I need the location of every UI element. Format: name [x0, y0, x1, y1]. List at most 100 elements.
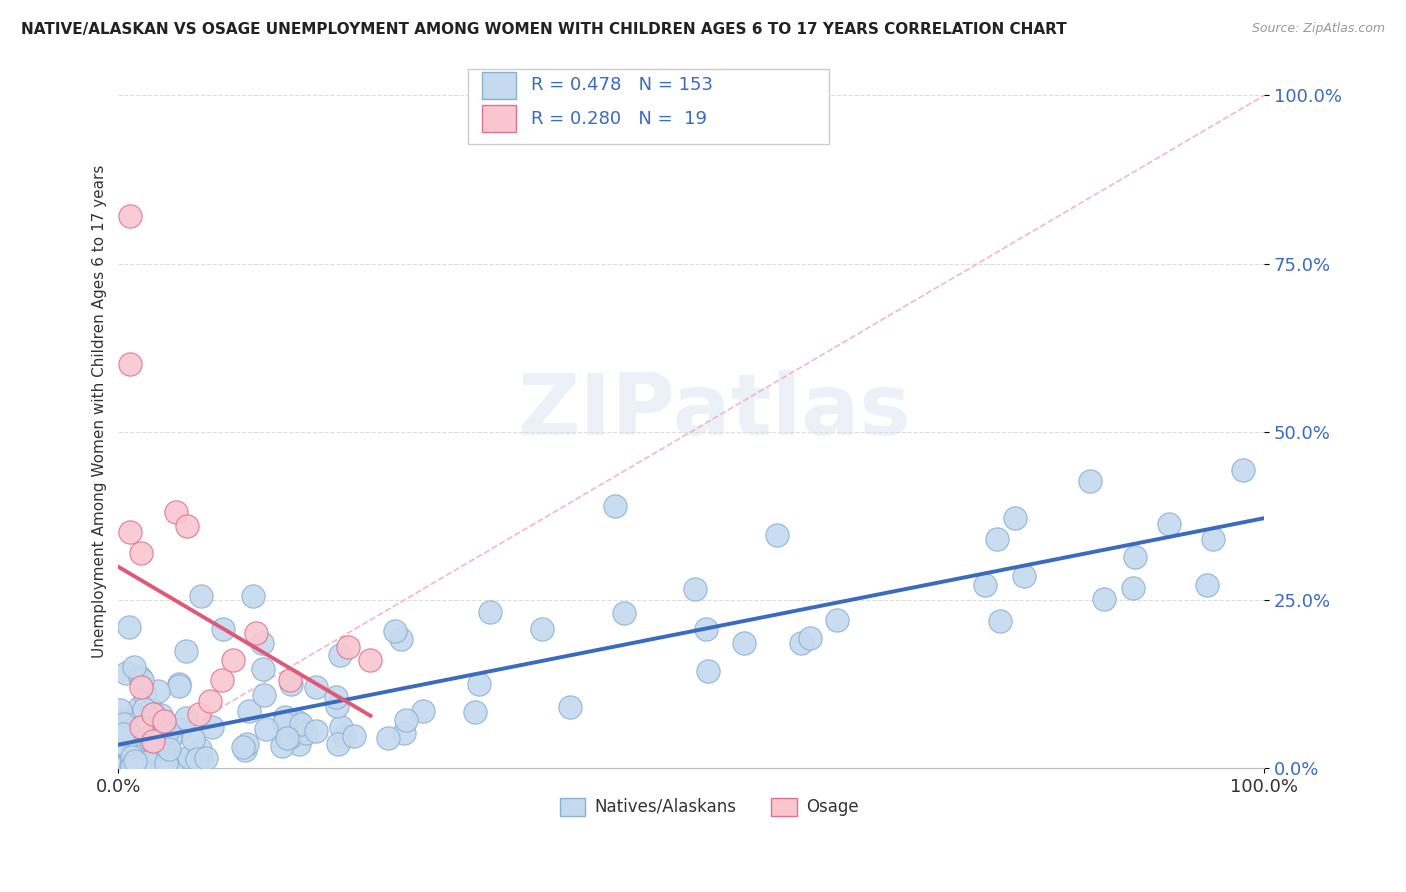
- Point: [1157, 516, 1180, 531]
- Point: [131, 680, 153, 694]
- Point: [128, 756, 150, 770]
- Point: [1201, 533, 1223, 547]
- Point: [181, 732, 204, 747]
- Point: [159, 731, 181, 745]
- Point: [111, 760, 134, 774]
- Point: [1004, 510, 1026, 524]
- Point: [107, 736, 129, 750]
- Point: [117, 757, 139, 772]
- Point: [232, 739, 254, 754]
- Point: [165, 505, 187, 519]
- Point: [129, 749, 152, 764]
- Point: [108, 737, 131, 751]
- Point: [464, 705, 486, 719]
- Point: [1232, 463, 1254, 477]
- Point: [377, 731, 399, 745]
- Point: [128, 701, 150, 715]
- Point: [174, 643, 197, 657]
- Point: [613, 607, 636, 621]
- Point: [127, 756, 149, 771]
- Point: [107, 731, 129, 745]
- Point: [121, 759, 143, 773]
- Point: [118, 358, 141, 372]
- Point: [250, 636, 273, 650]
- Point: [186, 752, 208, 766]
- Point: [329, 648, 352, 663]
- Point: [273, 710, 295, 724]
- Point: [159, 749, 181, 764]
- Point: [136, 751, 159, 765]
- Point: [697, 664, 720, 678]
- Point: [389, 632, 412, 646]
- Point: [150, 707, 173, 722]
- Point: [122, 660, 145, 674]
- Point: [558, 700, 581, 714]
- Point: [118, 620, 141, 634]
- Text: Osage: Osage: [806, 798, 859, 816]
- Point: [141, 702, 163, 716]
- Point: [142, 756, 165, 770]
- Point: [304, 724, 326, 739]
- Point: [278, 731, 301, 745]
- Bar: [560, 798, 585, 816]
- Point: [155, 756, 177, 770]
- Point: [177, 753, 200, 767]
- Point: [1123, 549, 1146, 564]
- Point: [110, 754, 132, 768]
- Point: [121, 749, 143, 764]
- Point: [1195, 578, 1218, 592]
- Text: Source: ZipAtlas.com: Source: ZipAtlas.com: [1251, 22, 1385, 36]
- Point: [145, 742, 167, 756]
- Point: [132, 702, 155, 716]
- Point: [211, 622, 233, 636]
- Point: [242, 589, 264, 603]
- Point: [142, 734, 165, 748]
- Point: [190, 751, 212, 765]
- Point: [111, 738, 134, 752]
- Point: [530, 623, 553, 637]
- Point: [156, 723, 179, 737]
- Point: [395, 713, 418, 727]
- Point: [112, 738, 135, 752]
- Point: [157, 742, 180, 756]
- Point: [108, 738, 131, 752]
- Text: Natives/Alaskans: Natives/Alaskans: [593, 798, 735, 816]
- Point: [683, 582, 706, 596]
- Point: [195, 751, 218, 765]
- Point: [115, 666, 138, 681]
- Point: [167, 679, 190, 693]
- Point: [120, 759, 142, 773]
- Point: [295, 726, 318, 740]
- Point: [988, 614, 1011, 628]
- Point: [336, 640, 359, 654]
- Point: [198, 693, 221, 707]
- Point: [766, 527, 789, 541]
- Point: [245, 626, 267, 640]
- Point: [290, 723, 312, 738]
- Point: [276, 731, 298, 745]
- Point: [111, 757, 134, 772]
- Point: [129, 745, 152, 759]
- Point: [329, 720, 352, 734]
- Text: ZIPatlas: ZIPatlas: [517, 370, 911, 453]
- Point: [132, 757, 155, 772]
- Point: [129, 670, 152, 684]
- Text: R = 0.280   N =  19: R = 0.280 N = 19: [531, 110, 707, 128]
- Point: [136, 756, 159, 770]
- Point: [468, 677, 491, 691]
- Point: [107, 760, 129, 774]
- FancyBboxPatch shape: [468, 70, 828, 145]
- Point: [136, 730, 159, 744]
- Point: [132, 757, 155, 772]
- Point: [177, 753, 200, 767]
- Point: [412, 704, 434, 718]
- Point: [110, 739, 132, 754]
- Point: [201, 721, 224, 735]
- Point: [108, 757, 131, 772]
- Point: [273, 716, 295, 731]
- Point: [235, 737, 257, 751]
- Point: [174, 711, 197, 725]
- Point: [108, 749, 131, 764]
- Text: NATIVE/ALASKAN VS OSAGE UNEMPLOYMENT AMONG WOMEN WITH CHILDREN AGES 6 TO 17 YEAR: NATIVE/ALASKAN VS OSAGE UNEMPLOYMENT AMO…: [21, 22, 1067, 37]
- Point: [108, 702, 131, 716]
